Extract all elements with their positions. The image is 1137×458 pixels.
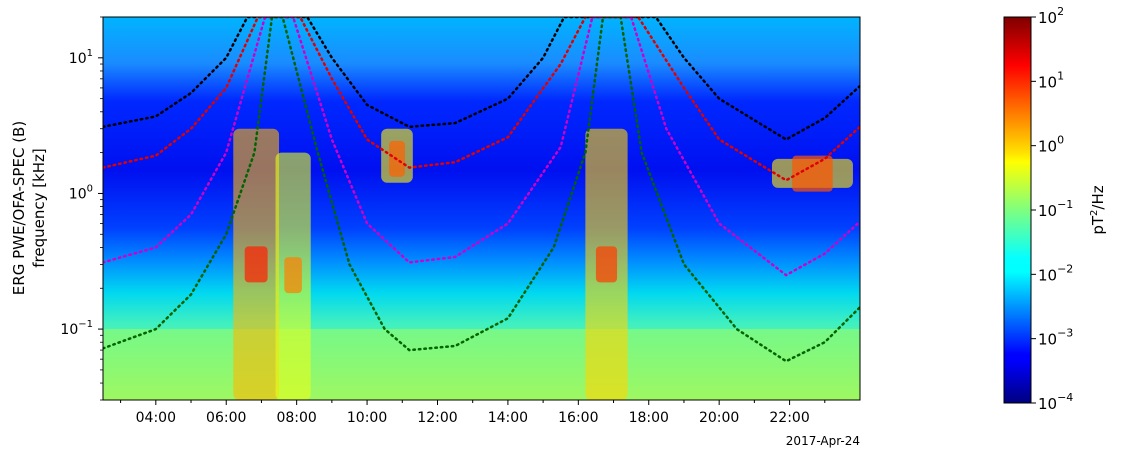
y-tick-label-2: 101	[69, 48, 93, 67]
y-axis-label-line1: ERG PWE/OFA-SPEC (B)	[10, 121, 28, 295]
colorbar-ticks: 102 101 100 10−1 10−2 10−3 10−4	[1031, 5, 1073, 413]
y-axis-label-line2: frequency [kHz]	[30, 148, 48, 268]
overlay-curve-3	[103, 17, 860, 363]
overlay-curves-layer	[103, 17, 860, 363]
colorbar-tick-label-0: 102	[1038, 5, 1064, 27]
overlay-curve-1	[103, 17, 860, 182]
y-axis: 10−1 100 101	[60, 16, 103, 401]
spectrogram-intensity-layer	[103, 128, 860, 400]
date-label: 2017-Apr-24	[786, 434, 860, 448]
colorbar-tick-label-6: 10−4	[1038, 391, 1073, 413]
x-tick-label-8: 20:00	[699, 410, 739, 426]
x-axis: 04:00 06:00 08:00 10:00 12:00 14:00 16:00 18:00…	[120, 400, 826, 426]
y-tick-label-1: 100	[69, 183, 93, 202]
colorbar-label: pT2/Hz	[1089, 185, 1107, 234]
x-tick-label-1: 06:00	[206, 410, 246, 426]
x-tick-label-3: 10:00	[347, 410, 387, 426]
intensity-peak-4	[792, 155, 833, 192]
plot-frame	[102, 16, 861, 401]
colorbar-tick-label-4: 10−2	[1038, 262, 1073, 284]
overlay-curve-2	[103, 17, 860, 277]
x-tick-label-5: 14:00	[488, 410, 528, 426]
x-tick-label-7: 18:00	[629, 410, 669, 426]
intensity-peak-0	[244, 246, 268, 283]
colorbar-tick-label-1: 101	[1038, 69, 1064, 91]
spectrogram-plot	[102, 16, 861, 401]
overlay-curve-0	[103, 17, 860, 141]
x-tick-label-0: 04:00	[136, 410, 176, 426]
colorbar-gradient	[1003, 16, 1032, 404]
x-tick-label-6: 16:00	[558, 410, 598, 426]
y-tick-label-0: 10−1	[60, 319, 93, 338]
intensity-peak-1	[284, 257, 302, 294]
colorbar-tick-label-5: 10−3	[1038, 327, 1073, 349]
x-tick-label-9: 22:00	[769, 410, 809, 426]
colorbar-tick-label-2: 100	[1038, 134, 1064, 156]
low-frequency-band	[103, 329, 860, 400]
intensity-peak-2	[595, 246, 618, 283]
colorbar-tick-label-3: 10−1	[1038, 198, 1073, 220]
colorbar: 102 101 100 10−1 10−2 10−3 10−4 pT2/Hz	[1003, 5, 1107, 413]
x-tick-label-4: 12:00	[417, 410, 457, 426]
x-tick-label-2: 08:00	[276, 410, 316, 426]
